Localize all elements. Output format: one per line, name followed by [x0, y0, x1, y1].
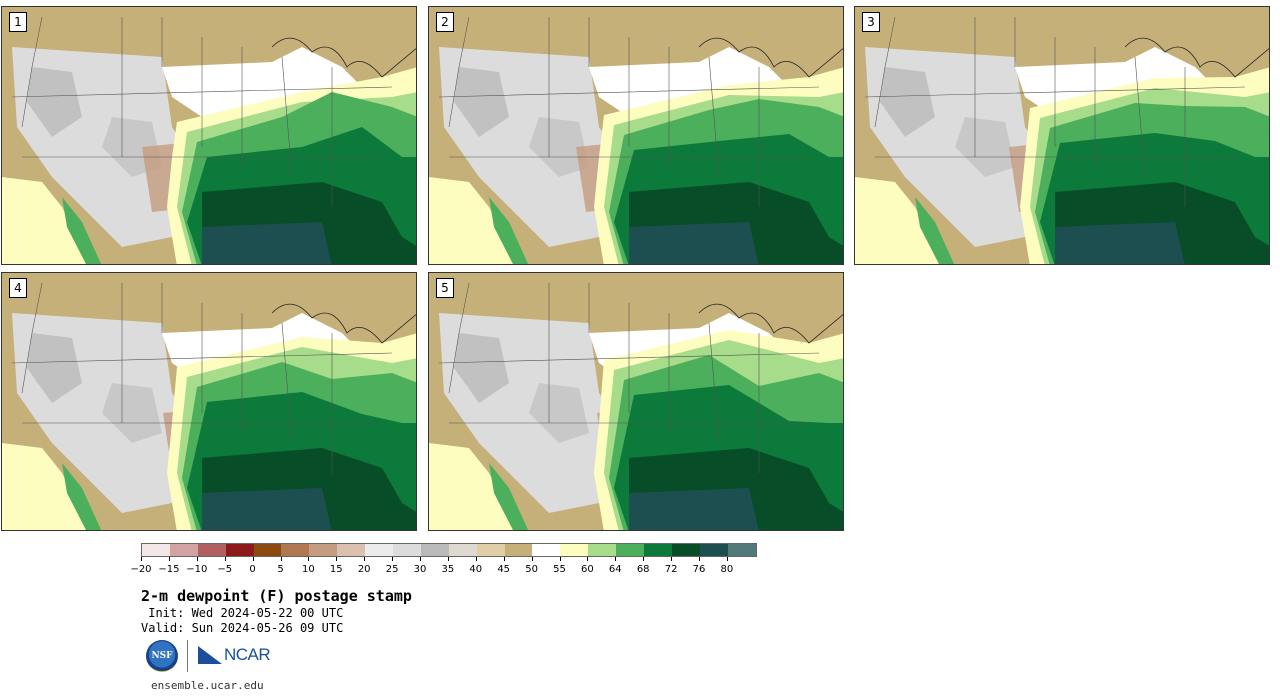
colorbar-tick	[141, 557, 142, 561]
colorbar-cell	[560, 544, 589, 556]
colorbar-tick	[224, 557, 226, 561]
colorbar-cell	[644, 544, 672, 556]
colorbar-cell	[225, 544, 254, 556]
colorbar-tick	[392, 557, 394, 561]
colorbar-tick-label: 72	[664, 564, 678, 575]
colorbar-tick	[615, 557, 617, 561]
colorbar-tick	[643, 557, 645, 561]
map-panel: 1	[1, 6, 417, 265]
colorbar-tick-label: 20	[357, 564, 371, 575]
colorbar-cell	[337, 544, 366, 556]
colorbar-cell	[588, 544, 617, 556]
colorbar-tick-label: 64	[608, 564, 622, 575]
dewpoint-map	[2, 273, 416, 530]
colorbar-tick-label: −20	[130, 564, 152, 575]
colorbar-tick	[699, 557, 700, 561]
colorbar-cell	[393, 544, 421, 556]
colorbar-cell	[253, 544, 282, 556]
colorbar-tick-label: 30	[413, 564, 427, 575]
panel-number: 2	[436, 12, 454, 32]
colorbar-tick	[196, 557, 198, 561]
footer-url: ensemble.ucar.edu	[151, 679, 264, 692]
map-panel: 5	[428, 272, 844, 531]
logo-divider	[187, 640, 188, 672]
colorbar-tick-label: 68	[636, 564, 650, 575]
colorbar-tick-label: 60	[581, 564, 594, 575]
colorbar-tick	[447, 557, 449, 561]
colorbar-tick	[559, 557, 561, 561]
init-time: Init: Wed 2024-05-22 00 UTC	[141, 606, 344, 620]
panel-number: 3	[862, 12, 880, 32]
colorbar-tick-label: −10	[186, 564, 208, 575]
colorbar-tick	[726, 557, 728, 561]
colorbar-cell	[699, 544, 728, 556]
colorbar-tick-label: 0	[249, 564, 256, 575]
colorbar-cell	[197, 544, 226, 556]
colorbar-cell	[671, 544, 700, 556]
colorbar-tick-label: 35	[441, 564, 455, 575]
colorbar-cell	[309, 544, 338, 556]
map-panel: 3	[854, 6, 1270, 265]
colorbar-tick-label: 25	[385, 564, 399, 575]
colorbar-tick	[364, 557, 366, 561]
colorbar-tick	[503, 557, 505, 561]
map-panel: 2	[428, 6, 844, 265]
colorbar-tick-label: 50	[525, 564, 538, 575]
colorbar-cell	[476, 544, 505, 556]
colorbar-tick-label: 76	[692, 564, 706, 575]
colorbar-tick-label: −15	[158, 564, 180, 575]
colorbar-tick	[168, 557, 170, 561]
colorbar-cell	[727, 544, 756, 556]
colorbar-tick	[280, 557, 282, 561]
valid-time: Valid: Sun 2024-05-26 09 UTC	[141, 621, 344, 635]
colorbar-cell	[169, 544, 198, 556]
colorbar-tick-label: 10	[302, 564, 315, 575]
colorbar-tick	[420, 557, 421, 561]
colorbar-tick	[252, 557, 254, 561]
panel-number: 5	[436, 278, 454, 298]
colorbar-tick-label: 80	[720, 564, 734, 575]
colorbar-tick	[475, 557, 477, 561]
panel-number: 4	[9, 278, 27, 298]
nsf-logo-icon: NSF	[146, 640, 178, 672]
colorbar-tick	[587, 557, 589, 561]
colorbar-tick-label: −5	[217, 564, 233, 575]
colorbar-cell	[142, 544, 170, 556]
ncar-logo-text: NCAR	[224, 645, 271, 664]
dewpoint-map	[429, 7, 843, 264]
colorbar	[141, 543, 757, 557]
colorbar-cell	[448, 544, 477, 556]
dewpoint-map	[855, 7, 1269, 264]
colorbar-tick-label: 5	[277, 564, 284, 575]
map-panel: 4	[1, 272, 417, 531]
colorbar-tick-label: 55	[553, 564, 566, 575]
colorbar-cell	[616, 544, 645, 556]
colorbar-tick	[671, 557, 673, 561]
ncar-logo-icon: NCAR	[198, 644, 271, 666]
panel-number: 1	[9, 12, 27, 32]
colorbar-cell	[504, 544, 533, 556]
colorbar-tick	[336, 557, 338, 561]
colorbar-tick-label: 15	[329, 564, 343, 575]
colorbar-tick	[531, 557, 533, 561]
colorbar-tick	[308, 557, 310, 561]
colorbar-cell	[365, 544, 394, 556]
page-title: 2-m dewpoint (F) postage stamp	[141, 587, 412, 605]
colorbar-cell	[281, 544, 310, 556]
colorbar-tick-label: 45	[497, 564, 511, 575]
dewpoint-map	[429, 273, 843, 530]
colorbar-tick-label: 40	[469, 564, 483, 575]
dewpoint-map	[2, 7, 416, 264]
colorbar-cell	[532, 544, 561, 556]
colorbar-cell	[420, 544, 449, 556]
